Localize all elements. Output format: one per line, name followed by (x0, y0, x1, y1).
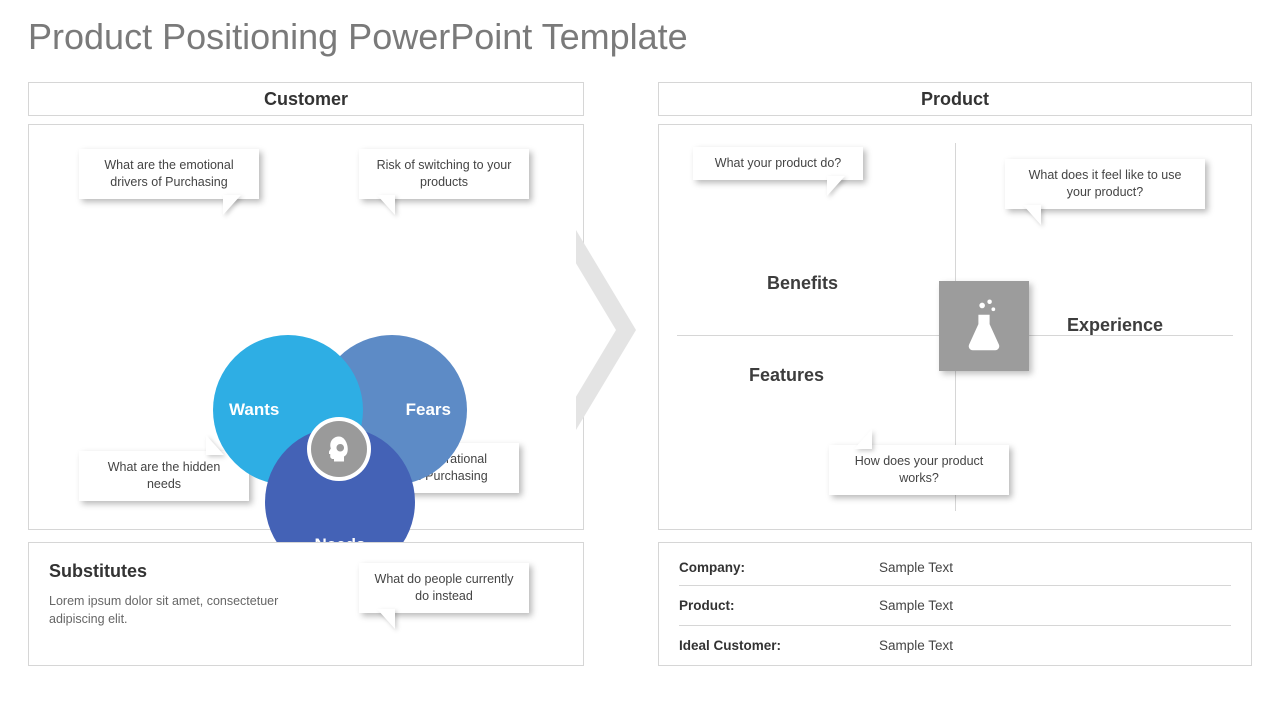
callout-needs-left-text: What are the hidden needs (108, 460, 221, 491)
venn-diagram: Fears Wants Needs (213, 335, 473, 575)
info-val: Sample Text (879, 560, 953, 575)
info-val: Sample Text (879, 638, 953, 653)
label-features: Features (749, 365, 824, 386)
brain-head-icon (311, 421, 367, 477)
substitutes-title: Substitutes (49, 561, 147, 582)
callout-substitutes-text: What do people currently do instead (375, 572, 514, 603)
callout-wants: What are the emotional drivers of Purcha… (79, 149, 259, 199)
substitutes-text: Lorem ipsum dolor sit amet, consectetuer… (49, 593, 289, 628)
info-row-ideal-customer: Ideal Customer: Sample Text (679, 625, 1231, 665)
info-val: Sample Text (879, 598, 953, 613)
callout-features: How does your product works? (829, 445, 1009, 495)
callout-substitutes: What do people currently do instead (359, 563, 529, 613)
label-experience: Experience (1067, 315, 1163, 336)
info-key: Ideal Customer: (679, 638, 879, 653)
info-panel: Company: Sample Text Product: Sample Tex… (658, 542, 1252, 666)
flask-icon (939, 281, 1029, 371)
customer-header-label: Customer (29, 83, 583, 116)
customer-header: Customer (28, 82, 584, 116)
venn-fears-label: Fears (390, 400, 467, 420)
callout-features-text: How does your product works? (855, 454, 984, 485)
info-key: Product: (679, 598, 879, 613)
info-row-product: Product: Sample Text (679, 585, 1231, 625)
page-title: Product Positioning PowerPoint Template (28, 16, 688, 58)
callout-wants-text: What are the emotional drivers of Purcha… (104, 158, 233, 189)
callout-fears-text: Risk of switching to your products (377, 158, 512, 189)
callout-fears: Risk of switching to your products (359, 149, 529, 199)
product-header: Product (658, 82, 1252, 116)
info-key: Company: (679, 560, 879, 575)
callout-experience-text: What does it feel like to use your produ… (1029, 168, 1182, 199)
product-panel: What your product do? What does it feel … (658, 124, 1252, 530)
label-benefits: Benefits (767, 273, 838, 294)
product-header-label: Product (659, 83, 1251, 116)
info-row-company: Company: Sample Text (679, 547, 1231, 587)
venn-wants-label: Wants (213, 400, 295, 420)
substitutes-panel: Substitutes Lorem ipsum dolor sit amet, … (28, 542, 584, 666)
callout-benefits-text: What your product do? (715, 156, 841, 170)
callout-benefits: What your product do? (693, 147, 863, 180)
customer-panel: What are the emotional drivers of Purcha… (28, 124, 584, 530)
callout-experience: What does it feel like to use your produ… (1005, 159, 1205, 209)
